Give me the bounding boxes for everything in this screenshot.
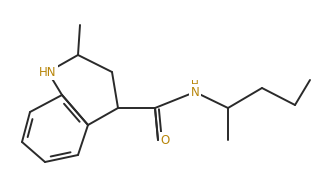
Text: O: O bbox=[160, 134, 169, 147]
Text: H: H bbox=[191, 80, 199, 90]
Text: HN: HN bbox=[39, 65, 57, 78]
Text: N: N bbox=[190, 86, 199, 99]
